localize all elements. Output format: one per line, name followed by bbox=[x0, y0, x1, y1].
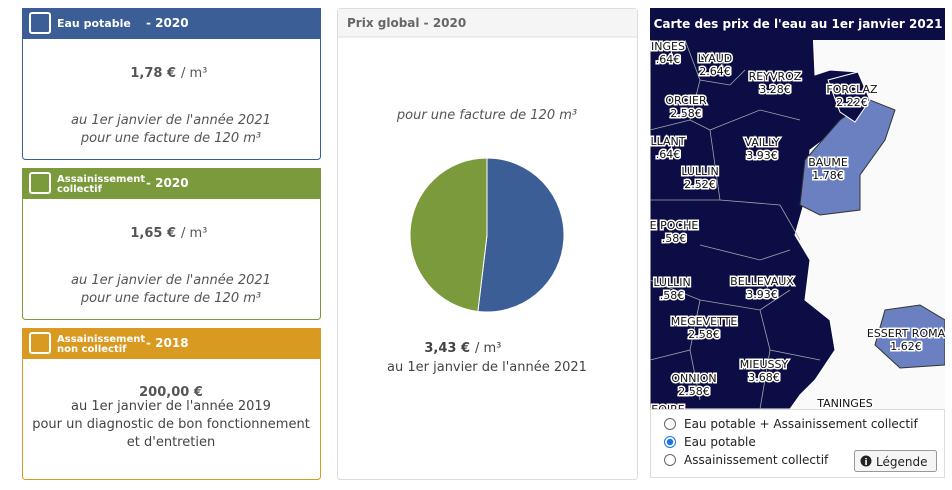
card-title: non collectif bbox=[57, 344, 127, 355]
card-unit: / m³ bbox=[181, 226, 207, 241]
card-note: au 1er janvier de l'année 2019 bbox=[71, 399, 271, 414]
radio-label[interactable]: Eau potable bbox=[684, 435, 756, 449]
commune-name: LULLIN bbox=[653, 276, 690, 289]
panel-header bbox=[338, 9, 637, 37]
radio-label[interactable]: Eau potable + Assainissement collectif bbox=[684, 417, 918, 431]
commune-name: MIEUSSY bbox=[740, 358, 789, 371]
commune-name: BAUME bbox=[808, 156, 848, 169]
commune-name: FORCLAZ bbox=[826, 83, 878, 96]
radio[interactable] bbox=[664, 454, 676, 466]
card-title: Assainissement bbox=[57, 334, 145, 345]
card-note: pour un diagnostic de bon fonctionnement bbox=[32, 417, 310, 432]
card-title: collectif bbox=[57, 184, 103, 195]
commune-price: .64€ bbox=[656, 53, 681, 66]
card-header bbox=[22, 328, 321, 359]
panel-title: Prix global - 2020 bbox=[347, 16, 466, 30]
commune-name: E POCHE bbox=[650, 219, 699, 232]
commune-price: .58€ bbox=[660, 289, 685, 302]
commune-price: .58€ bbox=[662, 232, 687, 245]
card-header bbox=[22, 168, 321, 199]
commune-name: ESSERT ROMA bbox=[867, 327, 946, 340]
radio-label[interactable]: Assainissement collectif bbox=[684, 453, 829, 467]
commune-name: BELLEVAUX bbox=[730, 275, 794, 288]
pie-slice bbox=[409, 157, 488, 313]
card-note: pour une facture de 120 m³ bbox=[80, 291, 261, 306]
commune-price: .64€ bbox=[656, 148, 681, 161]
commune-name: LULLIN bbox=[681, 165, 718, 178]
card-title: Assainissement bbox=[57, 174, 145, 185]
commune-name: LYAUD bbox=[698, 52, 733, 65]
map-title: Carte des prix de l'eau au 1er janvier 2… bbox=[654, 17, 943, 31]
radio[interactable] bbox=[664, 418, 676, 430]
commune-price: 2.58€ bbox=[670, 107, 702, 120]
commune-price: 2.22€ bbox=[836, 96, 868, 109]
legend-button[interactable] bbox=[854, 450, 937, 472]
commune-name: EOIRE bbox=[651, 403, 684, 416]
commune-price: 2.58€ bbox=[688, 328, 720, 341]
legend-button-label[interactable]: Légende bbox=[876, 455, 927, 469]
info-icon bbox=[860, 455, 872, 467]
commune-price: 3.93€ bbox=[746, 149, 778, 162]
card-note: au 1er janvier de l'année 2021 bbox=[71, 273, 271, 288]
subtitle: pour une facture de 120 m³ bbox=[396, 108, 577, 123]
commune-name: ORCIER bbox=[665, 94, 707, 107]
card-icon bbox=[29, 12, 51, 34]
commune-name: MEGEVETTE bbox=[671, 315, 738, 328]
commune-price: 1.62€ bbox=[890, 340, 922, 353]
card-icon bbox=[29, 332, 51, 354]
card-price: 200,00 € bbox=[139, 385, 203, 400]
card-unit: / m³ bbox=[181, 66, 207, 81]
unit: / m³ bbox=[475, 341, 501, 356]
card-note: au 1er janvier de l'année 2021 bbox=[71, 113, 271, 128]
card-year: - 2018 bbox=[146, 336, 189, 350]
card-year: - 2020 bbox=[146, 16, 189, 30]
pie-slice bbox=[477, 157, 565, 313]
pie bbox=[409, 157, 565, 313]
commune-name: VAILLY bbox=[744, 136, 779, 149]
commune-price: 3.28€ bbox=[759, 83, 791, 96]
commune-price: 2.58€ bbox=[678, 385, 710, 398]
radio-dot bbox=[666, 438, 674, 446]
card-price: 1,78 € bbox=[130, 66, 176, 81]
price: 3,43 € bbox=[424, 341, 470, 356]
commune-name: REYVROZ bbox=[749, 70, 802, 83]
commune-name: INGES bbox=[651, 40, 685, 53]
commune-name: TANINGES bbox=[816, 397, 873, 410]
commune-price: 3.93€ bbox=[746, 288, 778, 301]
commune-name: LLANT bbox=[651, 135, 686, 148]
card-header bbox=[22, 8, 321, 39]
svg-text:i: i bbox=[864, 458, 867, 468]
card-year: - 2020 bbox=[146, 176, 189, 190]
card-title: Eau potable bbox=[57, 17, 131, 30]
card-note: et d'entretien bbox=[127, 435, 215, 450]
commune-price: 2.64€ bbox=[699, 65, 731, 78]
commune-name: ONNION bbox=[671, 372, 716, 385]
card-note: pour une facture de 120 m³ bbox=[80, 131, 261, 146]
card-price: 1,65 € bbox=[130, 226, 176, 241]
commune-price: 3.68€ bbox=[748, 371, 780, 384]
card-icon bbox=[29, 172, 51, 194]
commune-price: 2.52€ bbox=[684, 178, 716, 191]
note: au 1er janvier de l'année 2021 bbox=[387, 360, 587, 375]
commune-price: 1.78€ bbox=[812, 169, 844, 182]
